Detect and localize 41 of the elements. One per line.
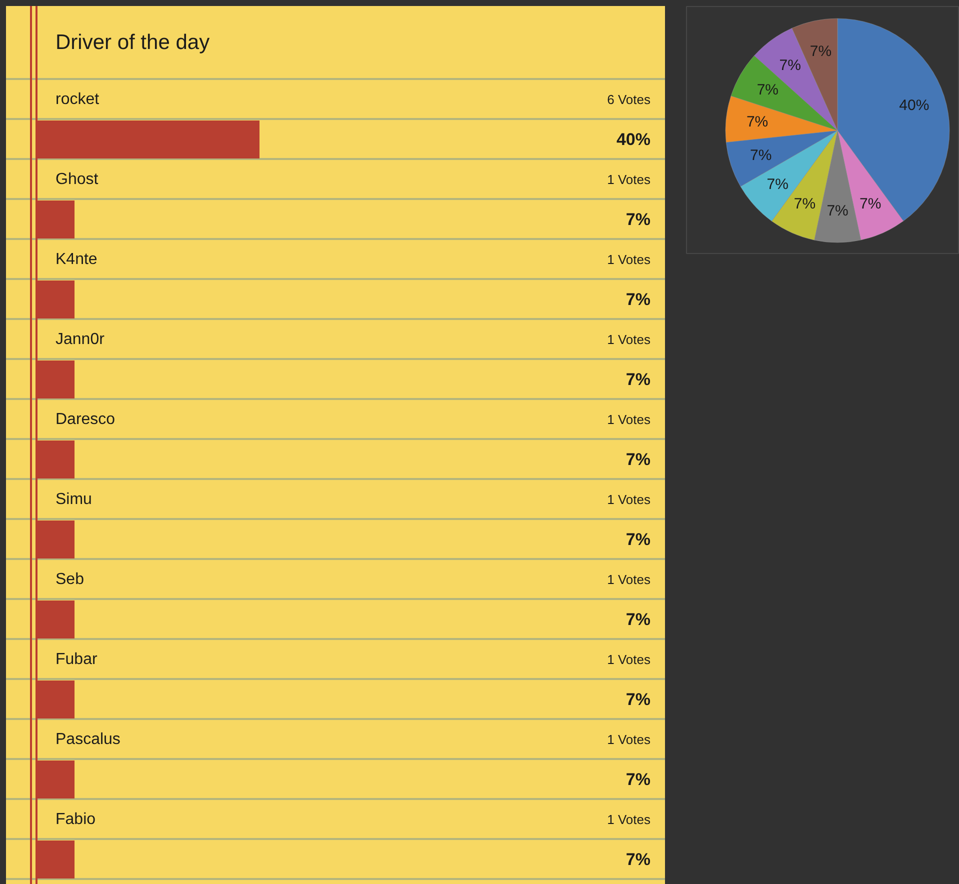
text: 1 Votes: [607, 252, 651, 267]
category-label: rocket: [56, 91, 100, 108]
text: 1 Votes: [607, 492, 651, 507]
data-label: 7%: [626, 530, 651, 549]
data-label: 7%: [779, 56, 801, 74]
data-label: 7%: [810, 43, 832, 60]
category-label: Jann0r: [56, 331, 104, 348]
data-label: 7%: [626, 690, 651, 709]
category-label: Daresco: [56, 411, 116, 428]
data-label: 7%: [626, 290, 651, 309]
category-label: Fubar: [56, 651, 98, 668]
data-label: 7%: [750, 146, 772, 164]
text: 1 Votes: [607, 332, 651, 347]
data-label: 7%: [626, 370, 651, 389]
text: 1 Votes: [607, 572, 651, 587]
data-label: 7%: [626, 770, 651, 789]
category-label: Seb: [56, 571, 84, 588]
category-label: Pascalus: [56, 731, 120, 748]
data-label: 7%: [626, 210, 651, 229]
data-label: 7%: [826, 202, 848, 220]
text: 1 Votes: [607, 412, 651, 427]
data-label: 7%: [794, 196, 816, 213]
category-label: K4nte: [56, 251, 98, 268]
data-label: 40%: [616, 130, 651, 149]
text: 1 Votes: [607, 812, 651, 827]
category-label: Ghost: [56, 171, 98, 188]
text: 1 Votes: [607, 652, 651, 667]
category-label: Fabio: [56, 811, 96, 828]
chart-title: Driver of the day: [56, 31, 210, 54]
data-label: 7%: [746, 114, 768, 131]
data-label: 7%: [766, 176, 788, 193]
category-label: Simu: [56, 491, 92, 508]
text: 1 Votes: [607, 172, 651, 187]
data-label: 7%: [626, 610, 651, 629]
text: 6 Votes: [607, 92, 651, 107]
text: 1 Votes: [607, 732, 651, 747]
data-label: 7%: [756, 82, 779, 99]
data-label: 40%: [899, 97, 930, 114]
data-label: 7%: [860, 196, 882, 213]
data-label: 7%: [626, 450, 651, 469]
data-label: 7%: [626, 850, 651, 869]
